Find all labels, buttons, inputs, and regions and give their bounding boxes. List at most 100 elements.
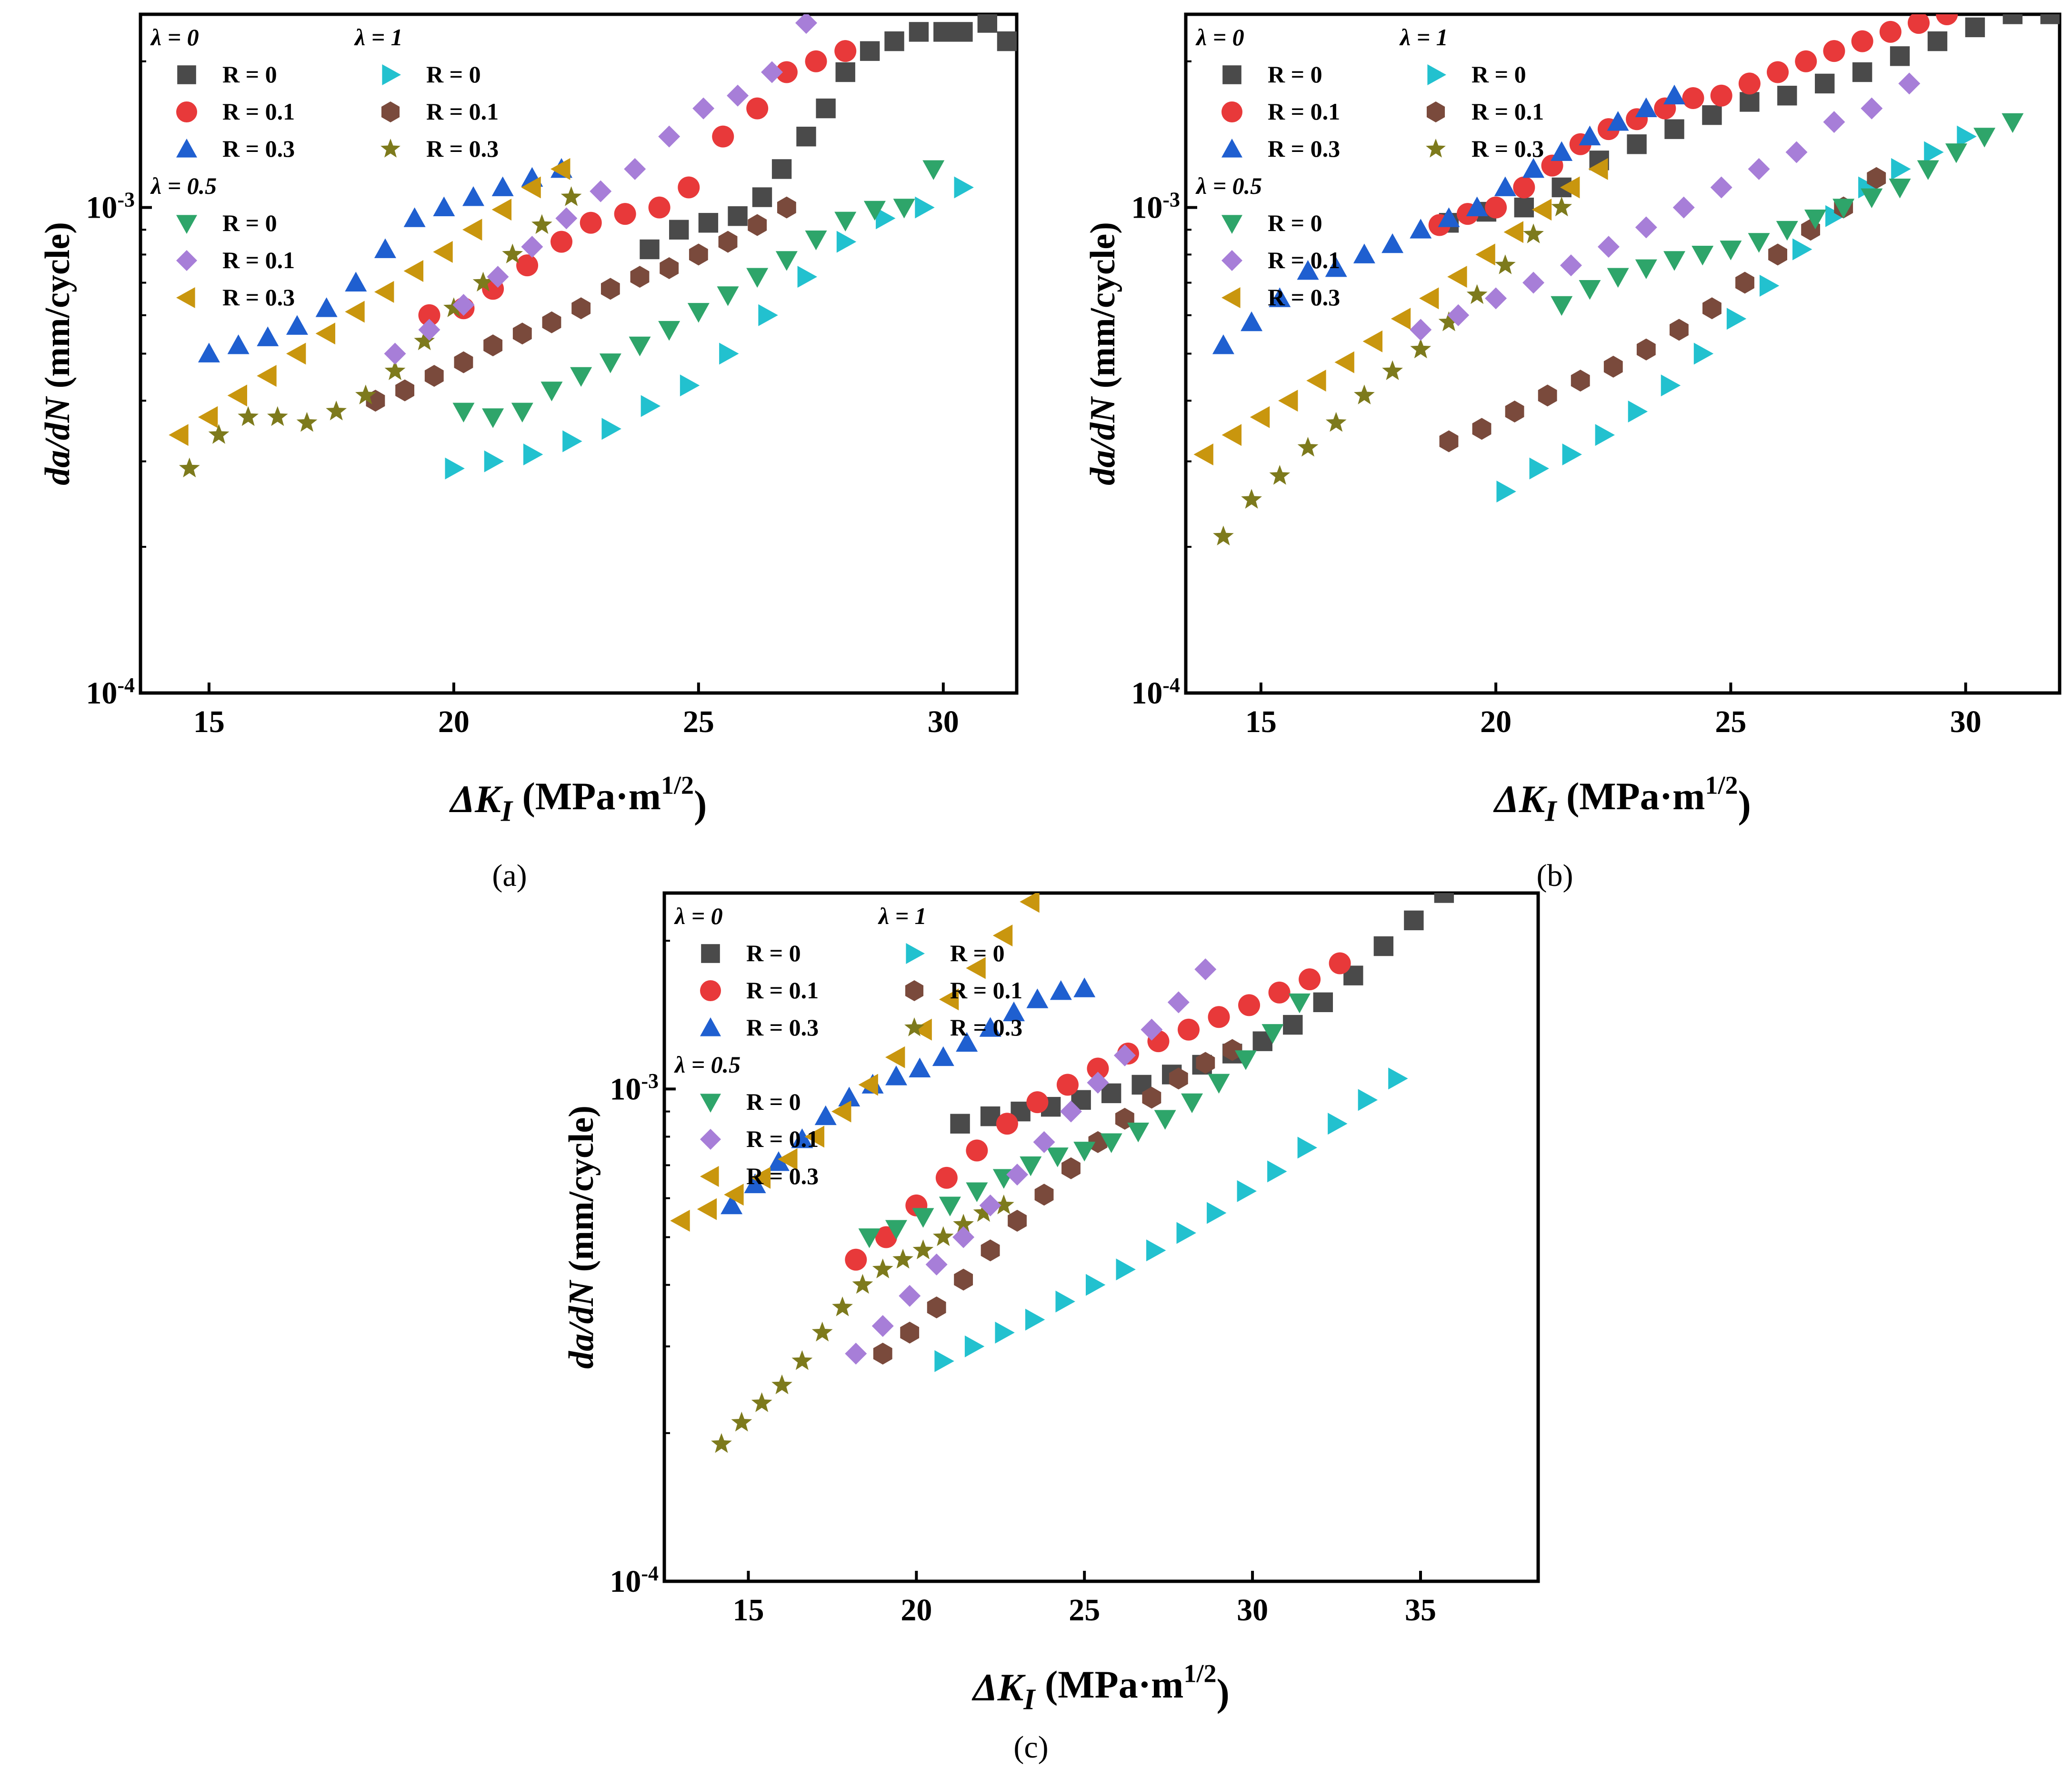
data-point <box>893 199 915 219</box>
legend-entry-label: R = 0.1 <box>222 98 295 125</box>
data-point <box>1353 243 1375 263</box>
data-point <box>1221 424 1242 446</box>
data-point <box>424 365 444 387</box>
data-point <box>1250 406 1270 428</box>
data-point <box>384 360 406 381</box>
data-point <box>697 1198 717 1220</box>
series-0-0 <box>640 14 1017 260</box>
data-point <box>1560 176 1580 199</box>
data-point <box>433 241 453 263</box>
data-point <box>1278 390 1298 412</box>
data-point <box>711 1433 732 1453</box>
data-point <box>198 406 218 428</box>
data-point <box>1222 1039 1242 1061</box>
x-tick-label: 15 <box>732 1593 764 1627</box>
x-axis-label: ΔKI (MPa·m1/2) <box>449 771 707 828</box>
y-tick-label: 10-3 <box>1131 188 1180 225</box>
legend: λ = 0 R = 0 R = 0.1 R = 0.3 λ = 1 R = 0 R = 0.… <box>150 24 499 311</box>
data-point <box>1795 50 1817 72</box>
legend-marker <box>1221 250 1242 271</box>
data-point <box>771 1374 792 1395</box>
data-point <box>834 40 857 62</box>
data-point <box>934 1350 954 1372</box>
data-point <box>1503 221 1523 243</box>
data-point <box>1661 374 1681 397</box>
data-point <box>1207 1202 1227 1224</box>
chart-panel-b: 15 20 25 30 10-3 10-4 ΔKI (MPa·m1/2) da/dN (mm/… <box>1083 12 2062 893</box>
data-point <box>257 365 277 387</box>
data-point <box>1908 14 1930 34</box>
data-point <box>767 1151 790 1171</box>
series-0-0.1 <box>418 40 857 326</box>
data-point <box>1208 1006 1230 1028</box>
legend-marker <box>176 101 197 122</box>
y-tick-label: 10-3 <box>610 1069 659 1106</box>
data-point <box>1890 46 1910 66</box>
data-point <box>660 257 679 280</box>
data-point <box>1297 260 1319 280</box>
data-point <box>863 201 886 221</box>
data-point <box>1627 134 1647 154</box>
legend-marker <box>380 139 400 158</box>
data-point <box>805 231 827 251</box>
data-point <box>997 31 1017 51</box>
legend-marker <box>1221 101 1242 122</box>
data-point <box>418 304 440 326</box>
data-point <box>1710 176 1732 199</box>
data-point <box>873 1343 892 1365</box>
data-point <box>1176 1222 1196 1244</box>
legend-entry-label: R = 0.1 <box>1268 247 1340 273</box>
data-point <box>1466 284 1488 304</box>
data-point <box>900 1321 920 1344</box>
data-point <box>909 1057 931 1077</box>
data-point <box>845 1248 867 1271</box>
data-point <box>892 1248 913 1269</box>
data-point <box>472 271 494 292</box>
data-point <box>1127 1123 1150 1143</box>
data-point <box>1936 14 1958 25</box>
data-point <box>462 186 484 206</box>
data-point <box>758 304 778 326</box>
legend-marker <box>1222 65 1241 84</box>
data-point <box>641 395 661 417</box>
data-point <box>1663 84 1686 105</box>
data-point <box>935 1166 958 1189</box>
data-point <box>315 322 336 345</box>
data-point <box>1169 1067 1188 1090</box>
data-point <box>1020 893 1040 913</box>
y-tick-label: 10-4 <box>86 673 135 711</box>
data-point <box>1006 1164 1029 1186</box>
data-point <box>1588 158 1608 180</box>
data-point <box>227 384 247 407</box>
data-point <box>1815 73 1835 94</box>
data-point <box>751 1392 772 1412</box>
data-point <box>1050 980 1072 1000</box>
x-tick-label: 35 <box>1405 1593 1436 1627</box>
data-point <box>1735 271 1754 294</box>
data-point <box>403 260 424 282</box>
data-point <box>795 14 817 34</box>
data-point <box>403 207 426 227</box>
data-point <box>973 1202 994 1222</box>
panel-label: (c) <box>1013 1730 1048 1765</box>
data-point <box>1861 97 1883 120</box>
data-point <box>884 31 904 51</box>
data-point <box>954 176 974 199</box>
legend-group-title: λ = 0 <box>674 903 723 929</box>
series-0.5-0.3 <box>169 158 571 446</box>
legend-entry-label: R = 0 <box>746 940 801 966</box>
x-tick-label: 25 <box>683 704 714 739</box>
panel-label: (a) <box>492 858 527 893</box>
chart-panel-a: 15 20 25 30 10-3 10-4 ΔKI (MPa·m1/2) da/dN (mm/… <box>38 12 1019 893</box>
data-point <box>1867 167 1886 189</box>
data-point <box>296 412 318 432</box>
data-point <box>521 176 541 199</box>
legend-group-title: λ = 1 <box>1399 24 1448 50</box>
data-point <box>858 1228 881 1248</box>
data-point <box>1740 92 1760 112</box>
data-point <box>1033 1131 1055 1153</box>
data-point <box>678 176 700 199</box>
data-point <box>1213 525 1234 546</box>
legend-marker <box>701 944 720 963</box>
data-point <box>1513 176 1535 199</box>
